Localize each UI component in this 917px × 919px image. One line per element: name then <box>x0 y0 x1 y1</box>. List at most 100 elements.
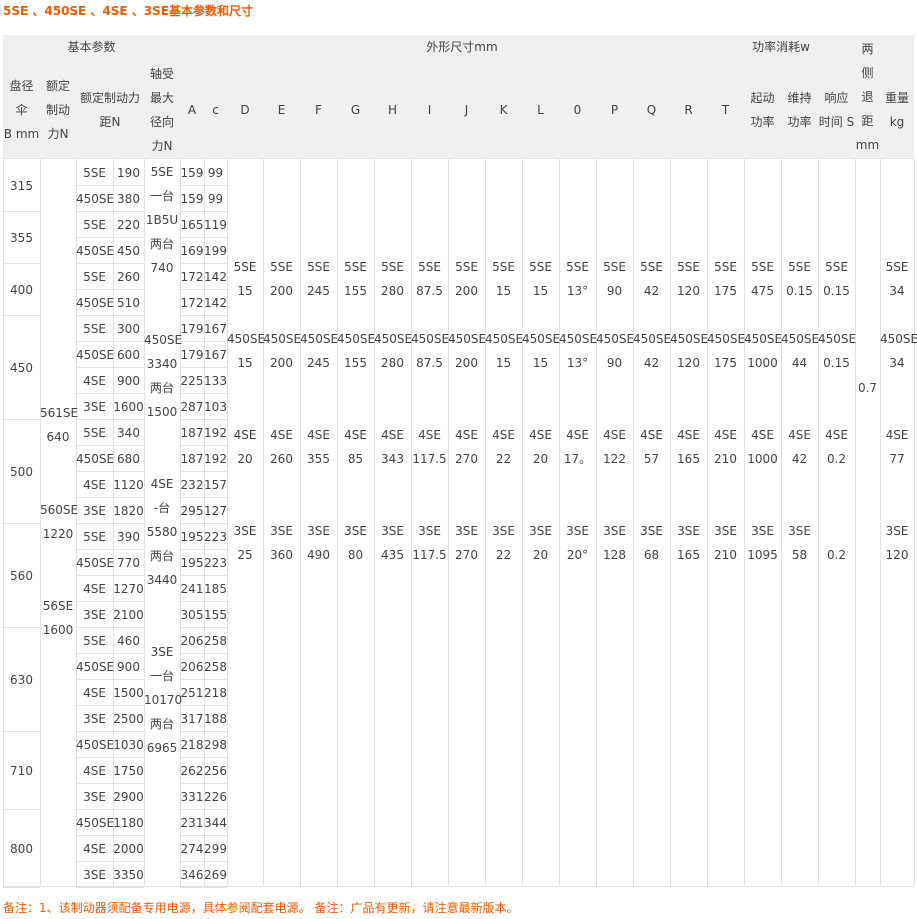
column-header: 侧 <box>861 65 874 80</box>
column-header: L <box>537 102 544 117</box>
radial-force: 1B5U <box>145 213 179 227</box>
value: 90 <box>606 284 623 298</box>
dim-a: 179 <box>180 348 204 362</box>
model: 5SE <box>751 260 774 274</box>
border <box>180 445 204 446</box>
column-header: E <box>277 102 286 117</box>
value: 1000 <box>747 356 778 370</box>
value: 0.15 <box>823 356 850 370</box>
border <box>204 809 227 810</box>
torque: 390 <box>117 530 140 544</box>
border <box>3 158 4 886</box>
border <box>76 315 113 316</box>
dim-a: 262 <box>180 764 204 778</box>
column-header: 功率 <box>787 114 812 129</box>
model: 4SE <box>455 428 478 442</box>
model: 3SE <box>418 524 441 538</box>
border <box>113 419 144 420</box>
column-header: 径向 <box>149 114 174 129</box>
border <box>707 158 708 886</box>
model: 3SE <box>381 524 404 538</box>
model: 450SE <box>300 332 339 346</box>
border <box>744 158 745 886</box>
border <box>113 575 144 576</box>
value: 42 <box>791 452 808 466</box>
model: 450SE <box>744 332 783 346</box>
model: 3SE <box>307 524 330 538</box>
column-header: 重量 <box>884 90 909 105</box>
model: 5SE <box>677 260 700 274</box>
border <box>76 523 113 524</box>
border <box>180 835 204 836</box>
radial-force: 450SE <box>144 333 183 347</box>
rated-force: 640 <box>46 430 70 444</box>
border <box>76 861 113 862</box>
value: 117.5 <box>412 452 447 466</box>
border <box>670 158 671 886</box>
model: 3SE <box>270 524 293 538</box>
value: 165 <box>677 452 700 466</box>
value: 210 <box>714 548 737 562</box>
border <box>204 419 227 420</box>
model: 5SE <box>344 260 367 274</box>
value: 22 <box>495 452 512 466</box>
border <box>76 367 113 368</box>
value: 475 <box>751 284 774 298</box>
dim-c: 269 <box>204 868 227 882</box>
model: 3SE <box>83 868 106 882</box>
model: 5SE <box>381 260 404 274</box>
border <box>818 158 819 886</box>
dim-a: 274 <box>180 842 204 856</box>
dim-c: 142 <box>204 270 227 284</box>
torque: 2000 <box>113 842 144 856</box>
model: 5SE <box>418 260 441 274</box>
dim-c: 157 <box>204 478 227 492</box>
value: 17。 <box>563 452 592 466</box>
value: 87.5 <box>416 284 443 298</box>
border <box>485 158 486 886</box>
value: 280 <box>381 284 404 298</box>
border <box>180 653 204 654</box>
dim-c: 167 <box>204 322 227 336</box>
model: 3SE <box>83 790 106 804</box>
border <box>914 158 915 886</box>
dim-c: 199 <box>204 244 227 258</box>
column-header: R <box>684 102 693 117</box>
dim-a: 331 <box>180 790 204 804</box>
border <box>113 809 144 810</box>
dim-c: 298 <box>204 738 227 752</box>
model: 5SE <box>83 322 106 336</box>
radial-force: 10170 <box>144 693 183 707</box>
column-header: 0 <box>573 102 582 117</box>
dim-a: 179 <box>180 322 204 336</box>
dim-c: 218 <box>204 686 227 700</box>
border <box>3 315 40 316</box>
model: 4SE <box>270 428 293 442</box>
column-header: B mm <box>3 126 40 141</box>
radial-force: 4SE <box>150 477 174 491</box>
model: 4SE <box>233 428 257 442</box>
diameter: 315 <box>10 179 33 193</box>
value: 0.15 <box>786 284 813 298</box>
value: 245 <box>307 284 330 298</box>
column-header: 退 <box>861 89 874 104</box>
dim-a: 195 <box>180 530 204 544</box>
border <box>76 705 113 706</box>
value: 20° <box>566 548 589 562</box>
border <box>113 835 144 836</box>
border <box>204 549 227 550</box>
radial-force: 一台 <box>149 669 174 683</box>
torque: 3350 <box>113 868 144 882</box>
border <box>3 886 914 887</box>
border <box>76 887 113 888</box>
model: 450SE <box>76 556 115 570</box>
column-header: Q <box>646 102 657 117</box>
border <box>3 887 40 888</box>
torque: 510 <box>117 296 140 310</box>
value: 44 <box>791 356 808 370</box>
value: 80 <box>347 548 364 562</box>
value: 0.2 <box>826 548 847 562</box>
column-header: c <box>212 102 219 117</box>
dim-c: 99 <box>207 192 224 206</box>
border <box>76 575 113 576</box>
